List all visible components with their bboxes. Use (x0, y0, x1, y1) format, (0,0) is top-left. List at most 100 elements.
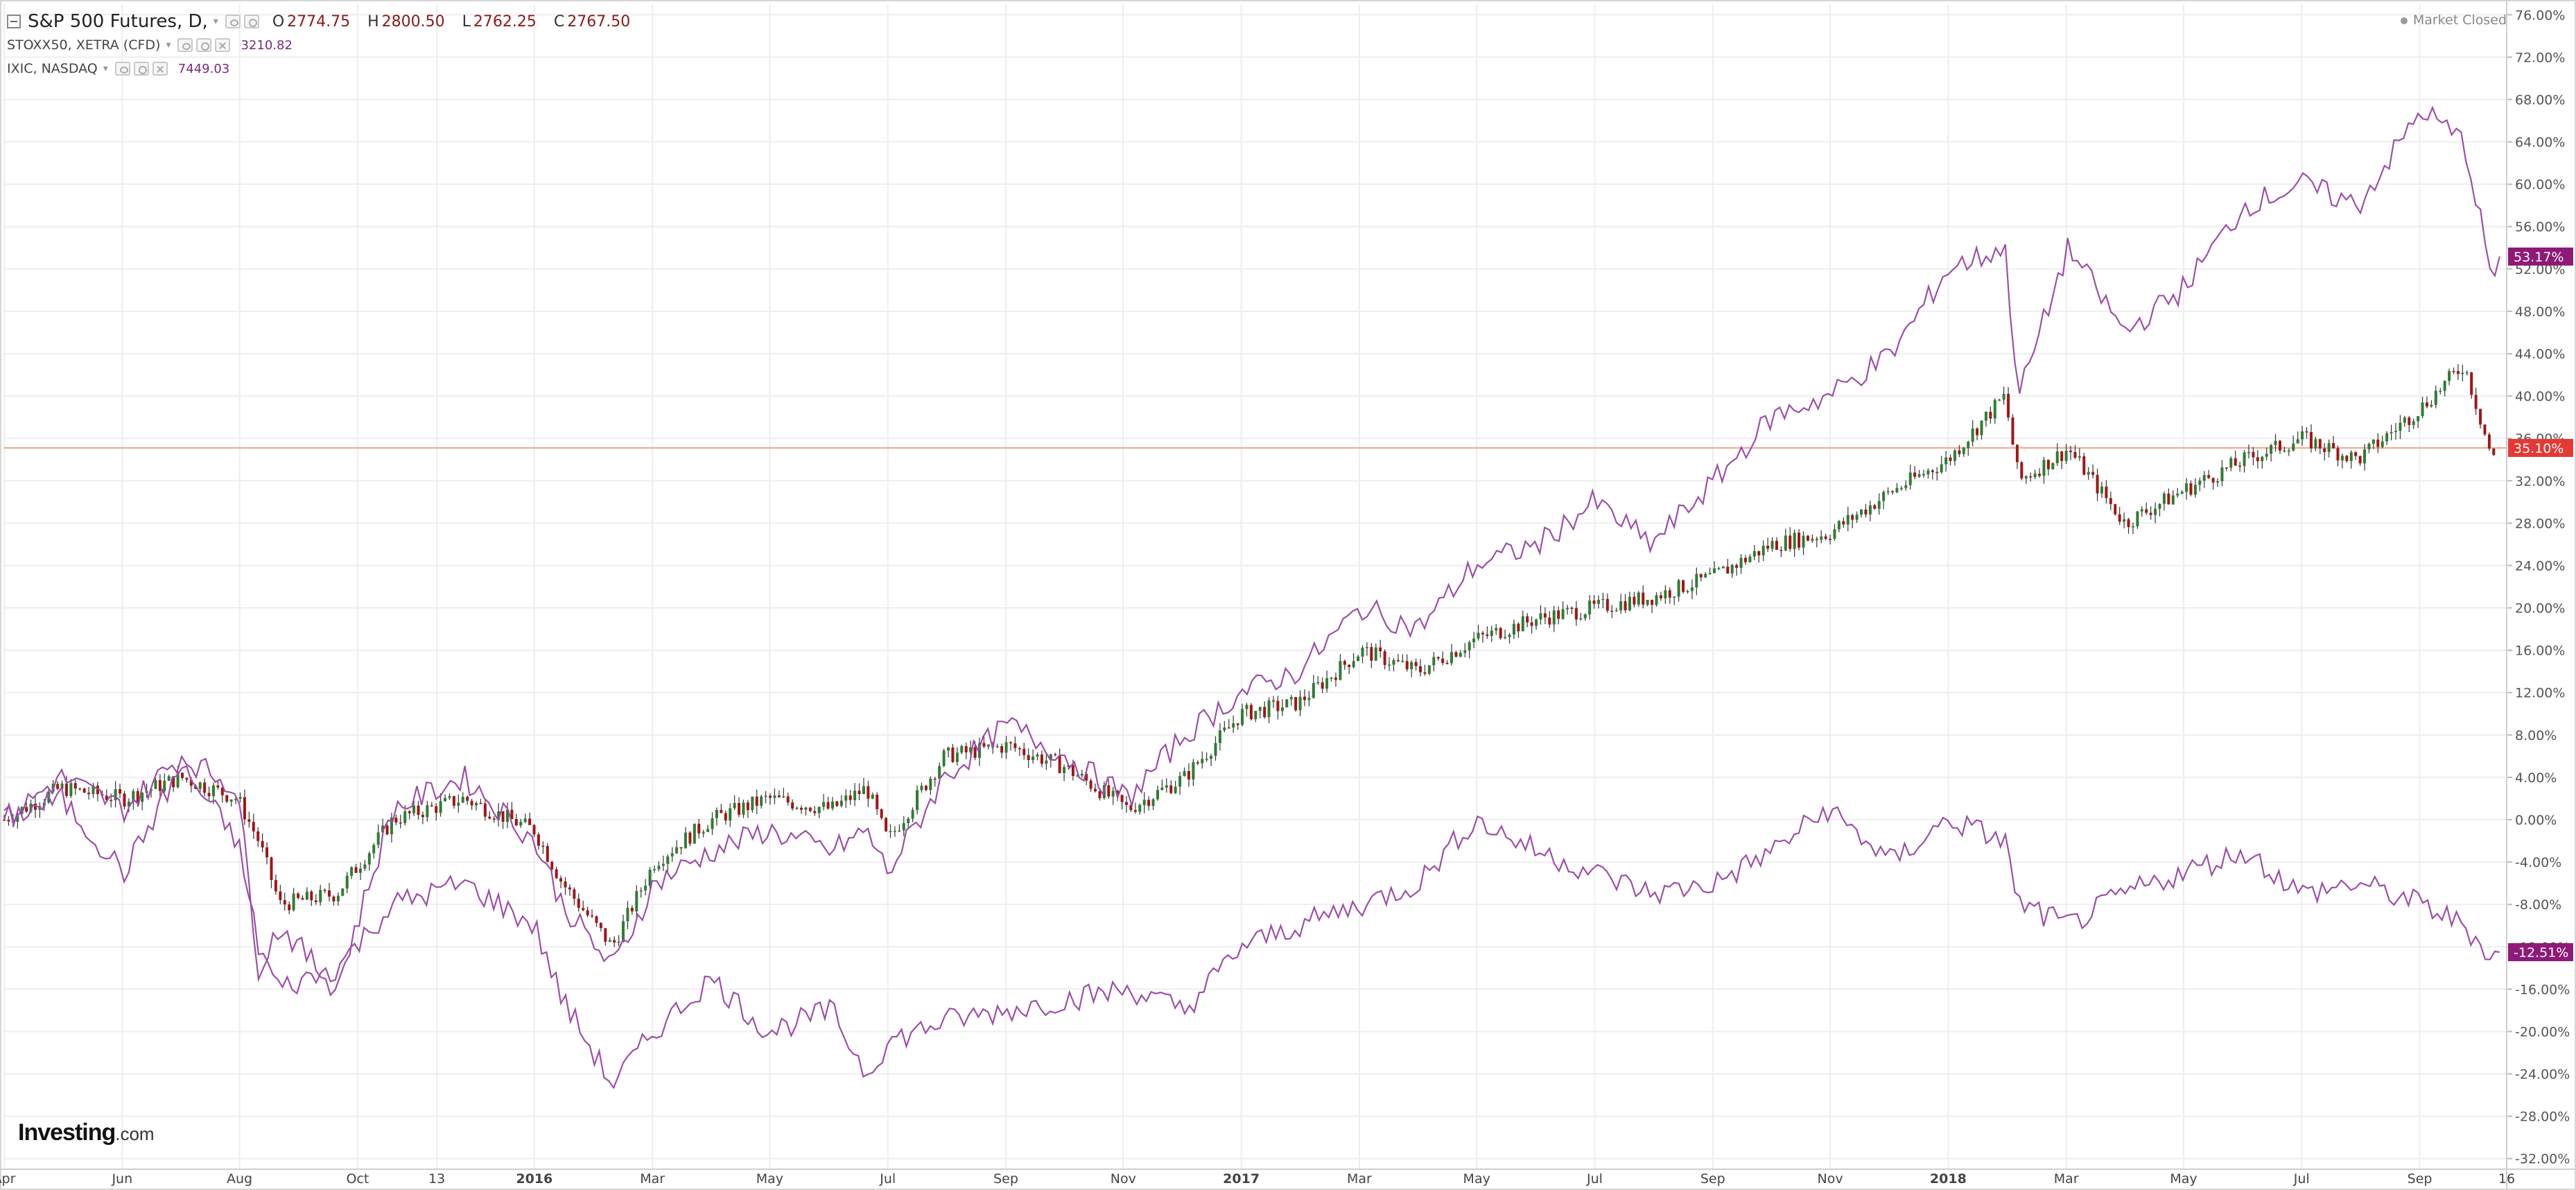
candle-body (1013, 743, 1017, 748)
candle-body (537, 834, 540, 846)
candle-body (729, 808, 732, 821)
candle-body (1450, 652, 1453, 664)
chevron-down-icon[interactable]: ▾ (166, 40, 171, 51)
candle-body (2234, 458, 2237, 466)
candle-body (622, 921, 625, 942)
candle-body (1752, 551, 1756, 557)
candle-body (2381, 441, 2384, 447)
candle-body (2162, 493, 2166, 504)
candle-body (354, 867, 358, 873)
candle-body (657, 865, 661, 870)
candle-body (372, 845, 376, 854)
time-axis[interactable]: Apr Jun Aug Oct 13 2016 Mar May Jul Sep Nov 2017 Mar… (0, 1169, 2576, 1187)
candle-body (1120, 795, 1124, 802)
candle-body (341, 888, 345, 896)
candle-body (1454, 652, 1458, 657)
candle-body (1526, 616, 1529, 623)
candle-body (1588, 601, 1592, 614)
x-tick-label: 16 (2498, 1171, 2515, 1187)
candle-body (1855, 515, 1859, 520)
candle-body (327, 890, 331, 897)
candle-body (2336, 448, 2340, 460)
candle-body (2345, 456, 2349, 461)
candle-body (1775, 540, 1778, 550)
candle-body (839, 800, 843, 807)
candle-body (2167, 493, 2170, 505)
close-icon[interactable] (215, 38, 231, 52)
eye-icon[interactable] (114, 62, 130, 76)
candle-body (3, 820, 6, 821)
candle-body (848, 795, 852, 800)
chevron-down-icon[interactable]: ▾ (103, 63, 108, 74)
close-icon[interactable] (152, 62, 168, 76)
candle-body (1543, 613, 1547, 618)
candle-body (87, 793, 91, 795)
candle-body (203, 782, 207, 793)
legend-compare-ixic[interactable]: IXIC, NASDAQ ▾ 7449.03 (7, 57, 643, 80)
candle-body (2465, 372, 2469, 374)
candle-body (1642, 592, 1645, 605)
candle-body (1980, 420, 1983, 436)
gear-icon[interactable] (133, 62, 149, 76)
ixic-symbol-label[interactable]: IXIC, NASDAQ (7, 61, 98, 76)
x-tick-label: 13 (428, 1171, 445, 1187)
gear-icon[interactable] (196, 38, 212, 52)
candle-body (858, 791, 861, 795)
candle-body (1504, 637, 1507, 639)
candle-body (1405, 661, 1409, 670)
y-tick-label: 76.00% (2515, 8, 2565, 23)
candle-body (176, 773, 180, 788)
candle-body (1566, 607, 1569, 610)
candle-body (1004, 742, 1008, 753)
candle-body (1561, 609, 1565, 619)
candle-body (1552, 610, 1556, 625)
plot-area[interactable] (3, 105, 2507, 1089)
candle-body (1971, 428, 1974, 442)
candle-body (417, 805, 420, 816)
candle-body (715, 809, 718, 818)
candle-body (1721, 567, 1725, 569)
candle-body (2225, 467, 2228, 469)
y-tick-label: 48.00% (2515, 304, 2565, 320)
legend-main-series[interactable]: S&P 500 Futures, D, ▾ O 2774.75 H 2800.50 … (7, 10, 643, 33)
candle-body (421, 815, 424, 818)
candle-body (270, 857, 273, 880)
candle-body (2412, 421, 2415, 425)
eye-icon[interactable] (225, 15, 241, 28)
candle-body (1232, 723, 1235, 728)
candle-body (1944, 457, 1948, 465)
candle-body (2193, 485, 2197, 495)
legend-compare-stoxx[interactable]: STOXX50, XETRA (CFD) ▾ 3210.82 (7, 33, 643, 57)
candle-body (412, 805, 416, 813)
gear-icon[interactable] (243, 15, 259, 28)
stoxx-symbol-label[interactable]: STOXX50, XETRA (CFD) (7, 37, 161, 53)
candle-body (1022, 748, 1026, 755)
candle-body (764, 795, 767, 797)
candle-body (1218, 730, 1221, 743)
candle-body (1098, 791, 1102, 799)
candle-body (2492, 448, 2496, 456)
candle-body (1899, 488, 1903, 490)
candle-body (2073, 451, 2077, 458)
candle-body (323, 890, 327, 891)
main-symbol-label[interactable]: S&P 500 Futures, D, (28, 11, 208, 32)
candle-body (933, 778, 937, 780)
candle-body (1459, 653, 1462, 657)
chevron-down-icon[interactable]: ▾ (213, 16, 218, 27)
candle-body (1770, 540, 1774, 549)
candle-body (448, 796, 451, 798)
candle-body (2403, 417, 2406, 423)
last-value-badge (2508, 943, 2573, 962)
y-tick-label: 20.00% (2515, 601, 2565, 616)
candle-body (1877, 501, 1881, 509)
candle-body (617, 941, 620, 943)
candle-body (1958, 450, 1961, 454)
candle-body (1427, 665, 1431, 674)
candle-body (1508, 635, 1511, 637)
eye-icon[interactable] (177, 38, 193, 52)
candle-body (283, 899, 286, 905)
collapse-legend-icon[interactable] (7, 15, 21, 28)
candle-body (1223, 727, 1226, 731)
candle-body (350, 867, 354, 876)
